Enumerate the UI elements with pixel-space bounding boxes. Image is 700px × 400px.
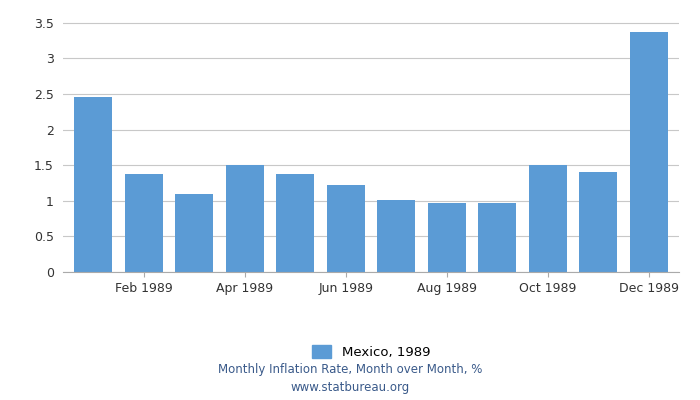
- Bar: [125, 174, 162, 272]
- Bar: [630, 32, 668, 272]
- Bar: [74, 97, 112, 272]
- Bar: [478, 203, 516, 272]
- Bar: [175, 194, 214, 272]
- Bar: [580, 172, 617, 272]
- Bar: [428, 203, 466, 272]
- Bar: [528, 165, 567, 272]
- Bar: [377, 200, 415, 272]
- Bar: [276, 174, 314, 272]
- Text: Monthly Inflation Rate, Month over Month, %: Monthly Inflation Rate, Month over Month…: [218, 364, 482, 376]
- Bar: [327, 185, 365, 272]
- Text: www.statbureau.org: www.statbureau.org: [290, 382, 410, 394]
- Legend: Mexico, 1989: Mexico, 1989: [307, 340, 435, 364]
- Bar: [226, 165, 264, 272]
